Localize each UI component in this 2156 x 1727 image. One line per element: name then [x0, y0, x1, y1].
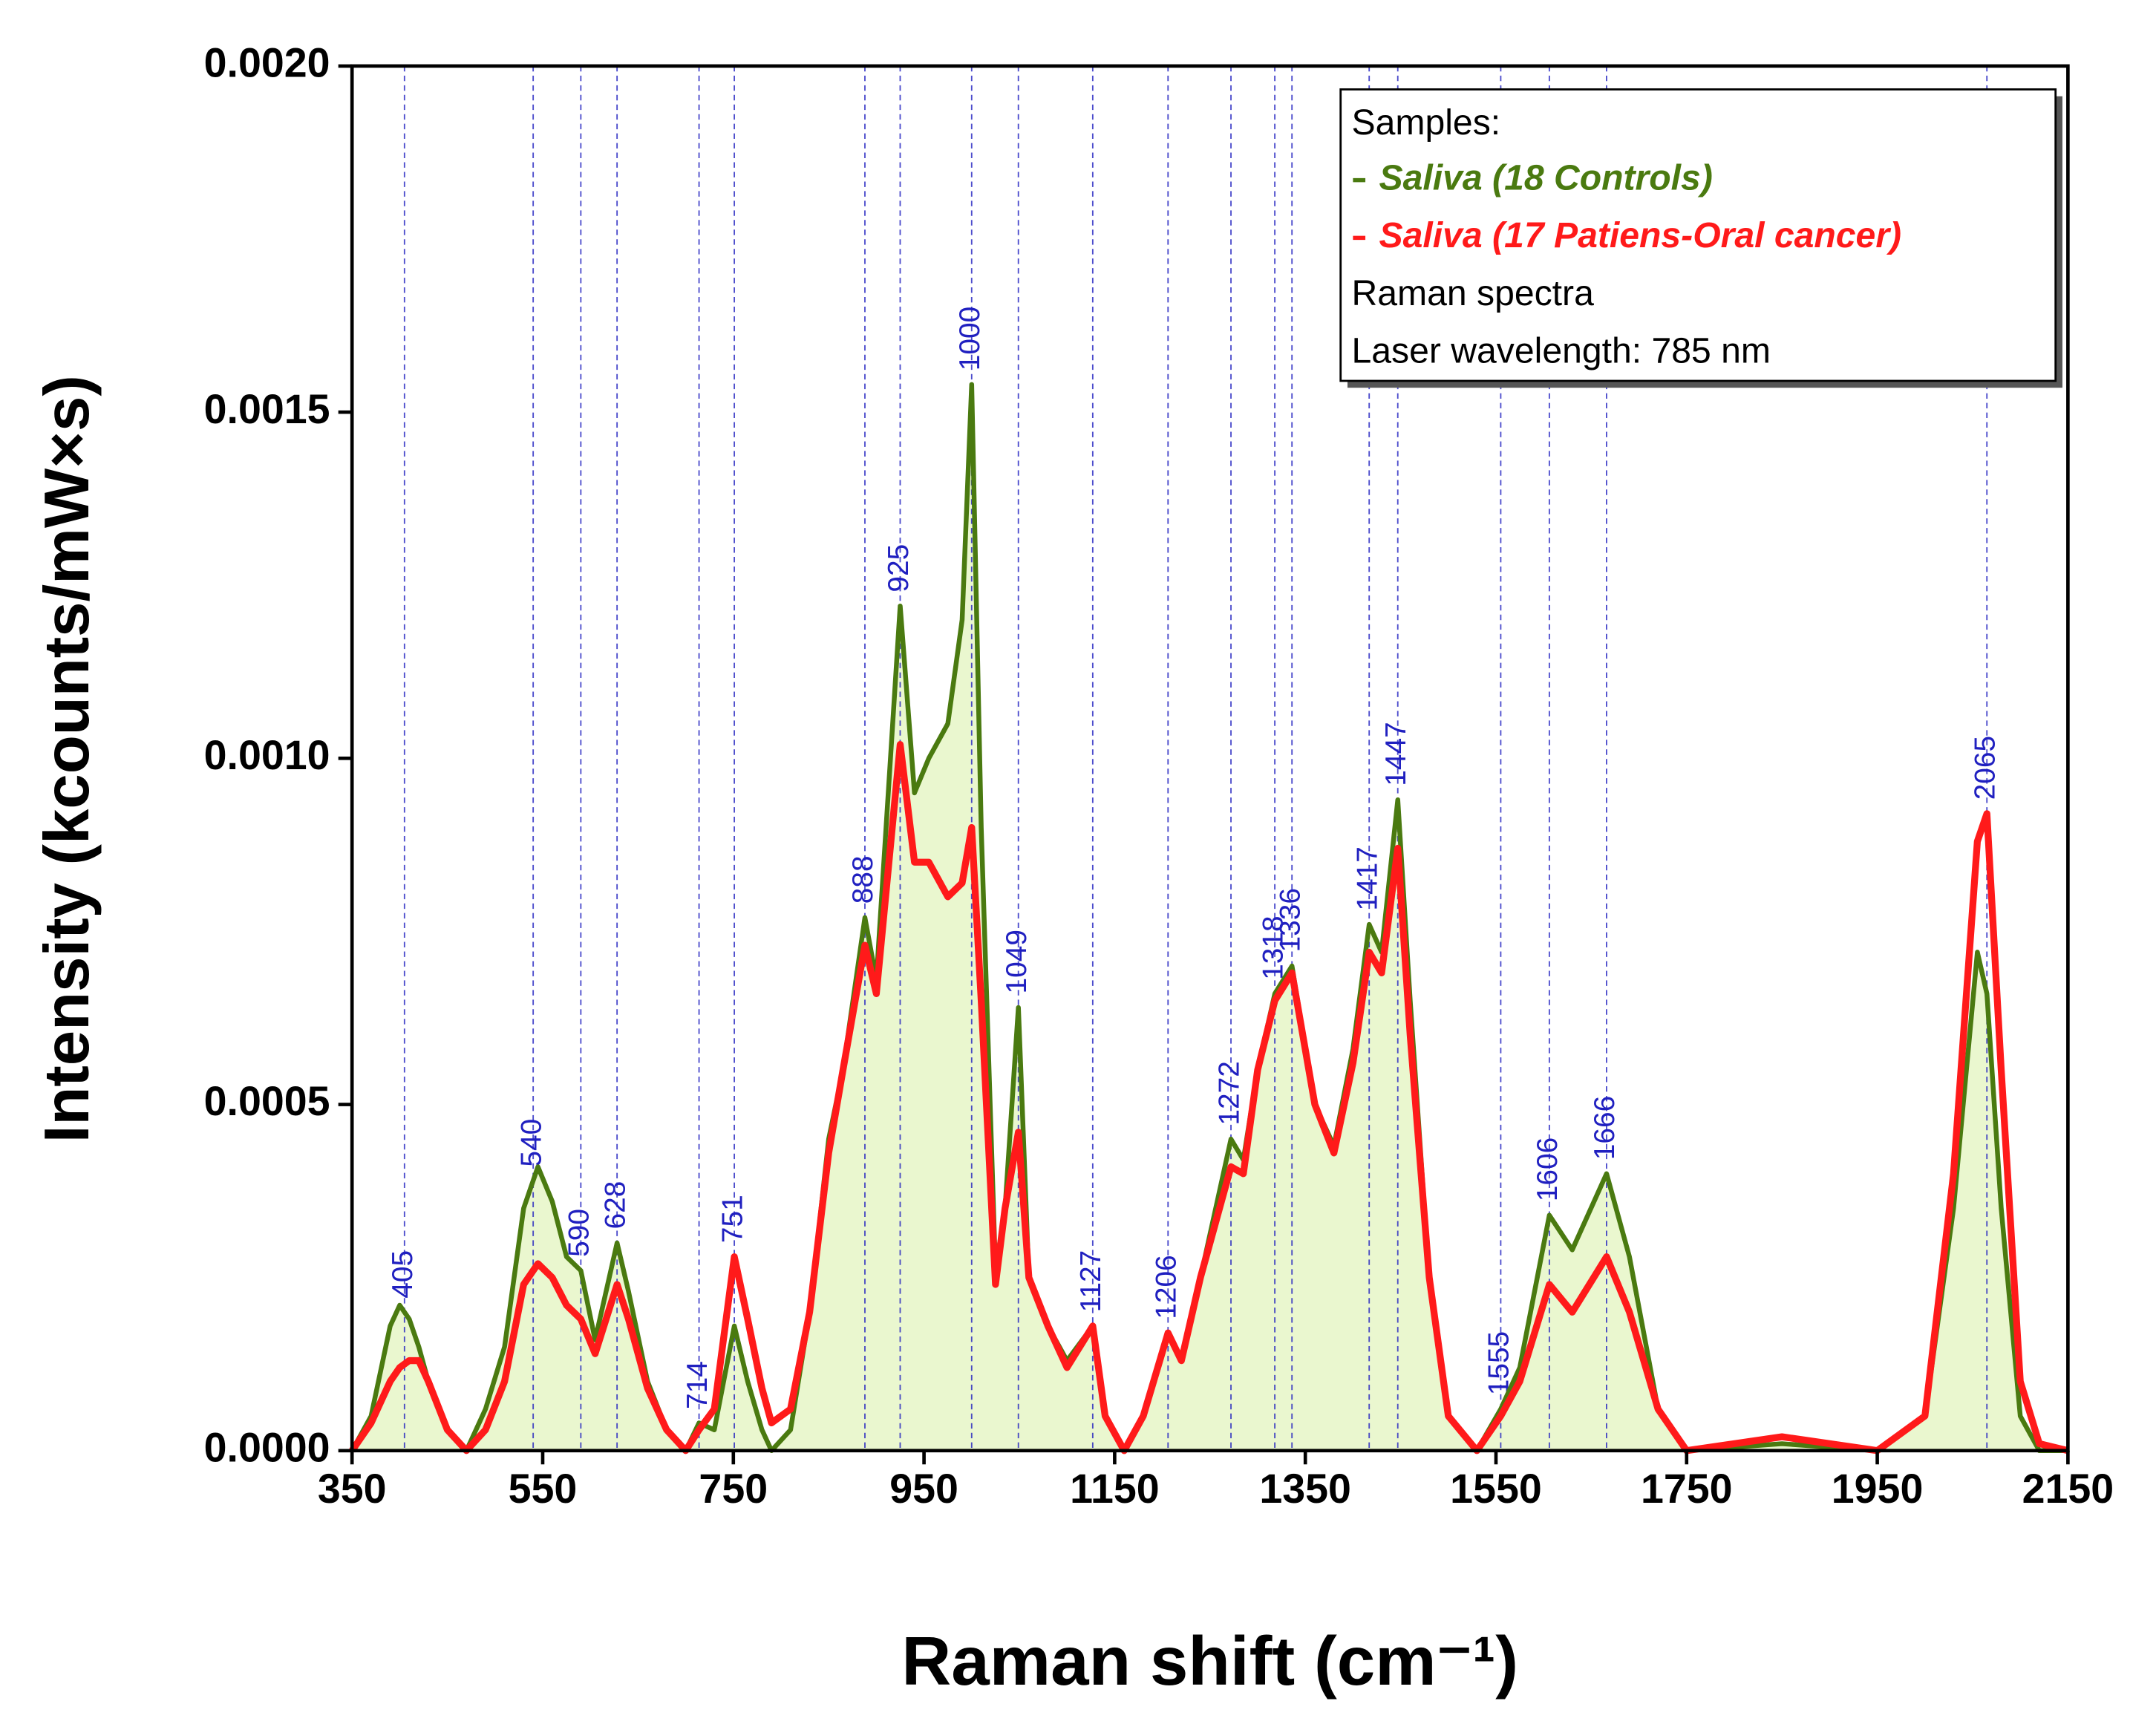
x-tick-label: 1950	[1832, 1466, 1924, 1512]
peak-label: 540	[515, 1119, 547, 1167]
y-tick-label: 0.0020	[204, 40, 330, 86]
peak-label: 1127	[1075, 1250, 1107, 1313]
series-line	[350, 382, 2068, 1454]
peak-label: 1666	[1589, 1096, 1621, 1160]
legend-note: Laser wavelength: 785 nm	[1352, 331, 1771, 371]
x-tick-label: 1150	[1070, 1466, 1160, 1512]
x-tick-label: 950	[889, 1466, 958, 1512]
x-axis-label: Raman shift (cm⁻¹)	[901, 1622, 1518, 1700]
legend-note: Raman spectra	[1352, 273, 1595, 313]
x-tick-label: 2150	[2022, 1466, 2114, 1512]
legend-box	[1339, 88, 2057, 382]
series-line	[349, 741, 2069, 1455]
y-axis-label: Intensity (kcounts/mW×s)	[32, 375, 102, 1143]
peak-label: 925	[883, 544, 915, 592]
legend-title: Samples:	[1352, 102, 1501, 143]
peak-label: 628	[599, 1181, 631, 1230]
peak-label: 590	[564, 1209, 595, 1257]
peak-label: 888	[847, 855, 879, 904]
peak-label: 1000	[954, 307, 986, 370]
peak-label: 1318	[1257, 915, 1289, 979]
y-tick-label: 0.0005	[204, 1078, 330, 1124]
x-tick-label: 350	[318, 1466, 387, 1512]
peak-label: 1272	[1213, 1061, 1245, 1125]
x-tick-label: 550	[509, 1466, 578, 1512]
peak-label: 1447	[1380, 722, 1412, 786]
peak-label: 1417	[1351, 846, 1383, 910]
peak-label: 405	[387, 1250, 419, 1299]
x-tick-label: 750	[699, 1466, 768, 1512]
x-tick-label: 1750	[1641, 1466, 1733, 1512]
peak-label: 1606	[1532, 1137, 1564, 1201]
legend-entry: Saliva (17 Patiens-Oral cancer)	[1379, 215, 1902, 255]
area	[352, 384, 2068, 1451]
peak-label: 1336	[1274, 888, 1306, 952]
peak-label: 714	[682, 1361, 713, 1409]
y-tick-label: 0.0000	[204, 1424, 330, 1470]
x-tick-label: 1550	[1450, 1466, 1542, 1512]
peak-label: 1206	[1151, 1255, 1183, 1319]
peak-label: 751	[716, 1195, 748, 1243]
legend-entry: Saliva (18 Controls)	[1379, 157, 1713, 197]
peak-label: 2065	[1970, 736, 2002, 800]
y-tick-label: 0.0010	[204, 732, 330, 778]
x-tick-label: 1350	[1259, 1466, 1351, 1512]
peak-label: 1049	[1001, 930, 1033, 993]
y-tick-label: 0.0015	[204, 386, 330, 432]
